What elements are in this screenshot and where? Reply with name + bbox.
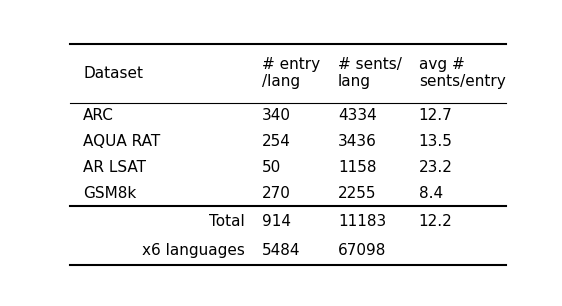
Text: 67098: 67098 (338, 243, 387, 258)
Text: 23.2: 23.2 (419, 160, 452, 175)
Text: ARC: ARC (83, 108, 114, 123)
Text: 11183: 11183 (338, 214, 386, 229)
Text: Dataset: Dataset (83, 66, 143, 81)
Text: 1158: 1158 (338, 160, 377, 175)
Text: 12.7: 12.7 (419, 108, 452, 123)
Text: AR LSAT: AR LSAT (83, 160, 146, 175)
Text: 5484: 5484 (262, 243, 301, 258)
Text: 12.2: 12.2 (419, 214, 452, 229)
Text: AQUA RAT: AQUA RAT (83, 134, 161, 149)
Text: x6 languages: x6 languages (142, 243, 244, 258)
Text: # sents/
lang: # sents/ lang (338, 57, 402, 89)
Text: 340: 340 (262, 108, 291, 123)
Text: 3436: 3436 (338, 134, 377, 149)
Text: 8.4: 8.4 (419, 186, 443, 201)
Text: 4334: 4334 (338, 108, 377, 123)
Text: 914: 914 (262, 214, 291, 229)
Text: GSM8k: GSM8k (83, 186, 137, 201)
Text: 270: 270 (262, 186, 291, 201)
Text: 2255: 2255 (338, 186, 377, 201)
Text: avg #
sents/entry: avg # sents/entry (419, 57, 505, 89)
Text: Total: Total (209, 214, 244, 229)
Text: 50: 50 (262, 160, 281, 175)
Text: # entry
/lang: # entry /lang (262, 57, 320, 89)
Text: 254: 254 (262, 134, 291, 149)
Text: 13.5: 13.5 (419, 134, 452, 149)
